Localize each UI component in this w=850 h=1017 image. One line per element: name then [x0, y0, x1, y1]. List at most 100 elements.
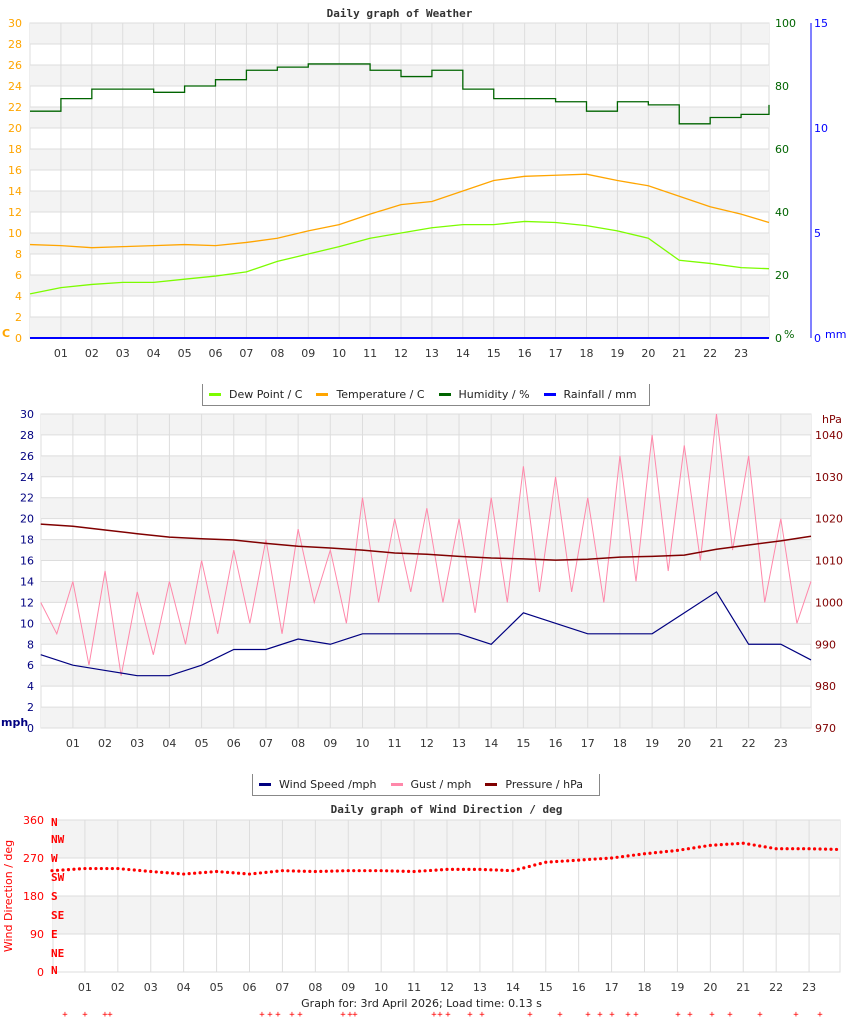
y-tick-left: 12 — [8, 206, 22, 219]
direction-point-offscale: + — [793, 1010, 799, 1017]
legend-label: Rainfall / mm — [563, 388, 637, 401]
direction-point — [99, 866, 103, 871]
direction-point — [258, 871, 263, 875]
x-tick-label: 21 — [736, 981, 750, 994]
direction-point — [582, 858, 586, 862]
x-tick-label: 14 — [456, 347, 470, 360]
direction-point-offscale: + — [625, 1010, 631, 1017]
direction-point-offscale: + — [437, 1010, 443, 1017]
direction-point — [330, 869, 334, 873]
y-tick-left: 24 — [8, 80, 22, 93]
x-tick-label: 04 — [162, 737, 176, 750]
footer-text: Graph for: 3rd April 2026; Load time: 0.… — [301, 997, 542, 1010]
direction-point — [758, 844, 762, 848]
legend-label: Gust / mph — [410, 778, 472, 791]
grid-band — [30, 275, 769, 296]
x-tick-label: 19 — [670, 981, 684, 994]
x-tick-label: 12 — [420, 737, 434, 750]
direction-point — [593, 857, 597, 861]
direction-point — [500, 868, 504, 872]
direction-point — [182, 872, 186, 876]
compass-label: SE — [51, 909, 64, 922]
y-tick-left: 4 — [27, 680, 34, 693]
y-tick-right-pressure: 970 — [815, 722, 836, 735]
direction-point — [401, 869, 405, 873]
direction-point — [225, 870, 230, 874]
direction-point — [390, 869, 394, 873]
direction-point — [236, 871, 241, 875]
legend-label: Humidity / % — [458, 388, 530, 401]
direction-point — [231, 871, 235, 875]
x-tick-label: 17 — [549, 347, 563, 360]
legend-item-humidity: Humidity / % — [438, 388, 530, 401]
direction-point — [736, 841, 740, 846]
direction-point — [138, 868, 142, 873]
direction-point — [209, 870, 213, 874]
legend-item-rainfall: Rainfall / mm — [543, 388, 637, 401]
direction-point — [363, 869, 367, 873]
direction-point — [571, 858, 575, 863]
direction-point-offscale: + — [289, 1010, 295, 1017]
direction-point — [396, 869, 400, 873]
direction-point-offscale: + — [675, 1010, 681, 1017]
direction-point — [171, 871, 175, 875]
direction-point-offscale: + — [467, 1010, 473, 1017]
y-tick-left: 270 — [23, 852, 44, 865]
direction-point — [714, 843, 718, 847]
y-tick-right-humidity: 40 — [775, 206, 789, 219]
x-tick-label: 01 — [78, 981, 92, 994]
direction-point-offscale: + — [102, 1010, 108, 1017]
direction-point-offscale: + — [609, 1010, 615, 1017]
x-tick-label: 02 — [98, 737, 112, 750]
direction-point — [143, 869, 147, 873]
direction-point — [823, 847, 828, 851]
direction-point — [154, 870, 158, 874]
x-tick-label: 01 — [54, 347, 68, 360]
direction-point — [297, 869, 301, 873]
x-tick-label: 09 — [301, 347, 315, 360]
x-tick-label: 18 — [580, 347, 594, 360]
compass-label: SW — [51, 871, 65, 884]
y-tick-right-rain: 5 — [814, 227, 821, 240]
direction-point — [703, 844, 707, 848]
direction-point — [626, 854, 630, 858]
x-tick-label: 16 — [549, 737, 563, 750]
y-axis-label-left: mph — [1, 716, 28, 729]
grid-band — [41, 539, 811, 561]
direction-point — [176, 872, 180, 876]
direction-point — [319, 869, 323, 873]
y-tick-right-pressure: 1030 — [815, 471, 843, 484]
direction-point — [434, 868, 438, 872]
x-tick-label: 03 — [116, 347, 130, 360]
grid-band — [41, 497, 811, 519]
direction-point-offscale: + — [352, 1010, 358, 1017]
direction-point — [247, 872, 252, 876]
y-tick-right-pressure: 1040 — [815, 429, 843, 442]
direction-point — [417, 869, 422, 873]
y-tick-right-pressure: 1010 — [815, 555, 843, 568]
y-tick-left: 12 — [20, 596, 34, 609]
direction-point — [94, 866, 98, 871]
legend-label: Pressure / hPa — [505, 778, 583, 791]
x-tick-label: 18 — [638, 981, 652, 994]
direction-point — [511, 869, 515, 873]
direction-point — [741, 841, 745, 845]
x-tick-label: 08 — [270, 347, 284, 360]
y-tick-right-humidity: 0 — [775, 332, 782, 345]
y-axis-label-humidity: % — [784, 328, 794, 341]
direction-point-offscale: + — [585, 1010, 591, 1017]
y-tick-left: 2 — [15, 311, 22, 324]
direction-point — [149, 869, 153, 874]
direction-point — [637, 852, 641, 857]
direction-point — [686, 847, 690, 851]
direction-point — [77, 867, 82, 871]
x-tick-label: 13 — [425, 347, 439, 360]
direction-point — [352, 869, 356, 873]
x-tick-label: 23 — [774, 737, 788, 750]
direction-point — [110, 866, 114, 871]
x-tick-label: 23 — [802, 981, 816, 994]
direction-point — [61, 868, 65, 872]
x-tick-label: 14 — [484, 737, 498, 750]
x-tick-label: 03 — [130, 737, 144, 750]
y-tick-right-rain: 10 — [814, 122, 828, 135]
